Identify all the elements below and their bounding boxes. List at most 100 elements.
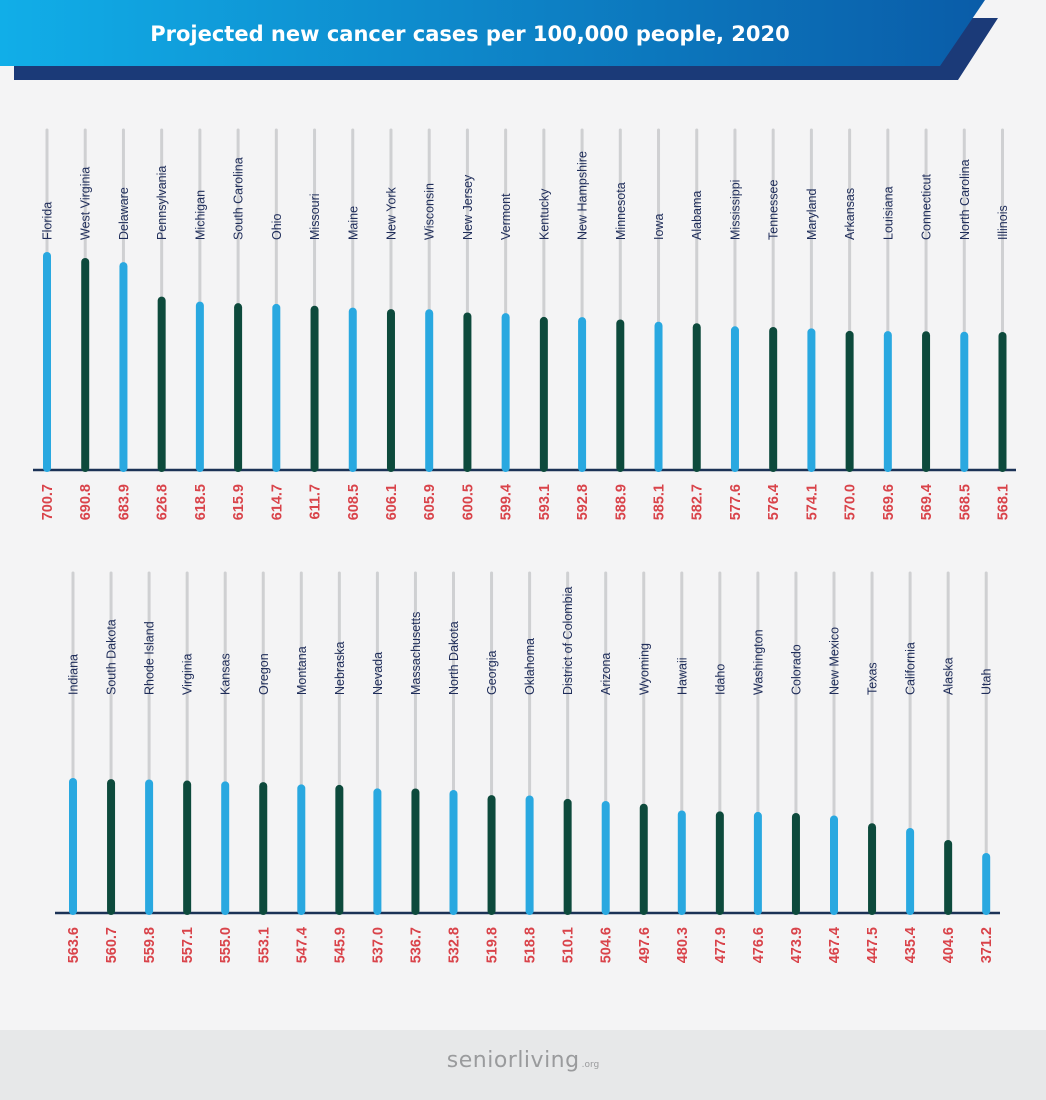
state-label-oregon: Oregon: [257, 653, 271, 695]
value-label-indiana: 563.6: [66, 927, 82, 963]
value-label-south-carolina: 615.9: [231, 484, 247, 520]
state-label-florida: Florida: [41, 202, 55, 240]
value-label-montana: 547.4: [294, 927, 310, 963]
value-label-new-york: 606.1: [384, 484, 400, 520]
value-label-north-carolina: 568.5: [957, 484, 973, 520]
state-label-iowa: Iowa: [652, 214, 666, 240]
value-label-arkansas: 570.0: [843, 484, 859, 520]
state-label-alabama: Alabama: [690, 191, 704, 240]
title-banner: [0, 0, 998, 80]
value-label-florida: 700.7: [40, 484, 56, 520]
state-label-north-carolina: North Carolina: [958, 159, 972, 240]
chart-panel-1: Florida 700.7 West Virginia 690.8 Delaware 68…: [33, 128, 1016, 520]
state-label-missouri: Missouri: [308, 193, 322, 240]
state-label-ohio: Ohio: [270, 214, 284, 240]
value-label-nevada: 537.0: [370, 927, 386, 963]
value-label-west-virginia: 690.8: [78, 484, 94, 520]
state-label-washington: Washington: [751, 629, 765, 695]
state-label-south-dakota: South Dakota: [105, 619, 119, 695]
state-label-hawaii: Hawaii: [675, 657, 689, 695]
state-label-illinois: Illinois: [996, 205, 1010, 240]
value-label-illinois: 568.1: [996, 484, 1012, 520]
value-label-maine: 608.5: [346, 484, 362, 520]
value-label-oklahoma: 518.8: [523, 927, 539, 963]
value-label-north-dakota: 532.8: [447, 927, 463, 963]
brand-name: seniorliving: [446, 1048, 580, 1073]
state-label-arizona: Arizona: [599, 653, 613, 695]
brand-logo: seniorliving .org: [0, 1048, 1046, 1073]
brand-tld: .org: [581, 1060, 600, 1070]
state-label-colorado: Colorado: [789, 644, 803, 695]
value-label-kentucky: 593.1: [537, 484, 553, 520]
value-label-wisconsin: 605.9: [422, 484, 438, 520]
value-label-delaware: 683.9: [116, 484, 132, 520]
state-label-georgia: Georgia: [485, 650, 499, 695]
state-label-arkansas: Arkansas: [843, 188, 857, 240]
state-label-connecticut: Connecticut: [920, 173, 934, 240]
value-label-oregon: 553.1: [256, 927, 272, 963]
state-label-new-york: New York: [384, 186, 398, 240]
state-label-kansas: Kansas: [219, 653, 233, 695]
state-label-north-dakota: North Dakota: [447, 621, 461, 695]
state-label-new-mexico: New Mexico: [828, 627, 842, 695]
value-label-south-dakota: 560.7: [104, 927, 120, 963]
state-label-kentucky: Kentucky: [537, 188, 551, 240]
state-label-delaware: Delaware: [117, 187, 131, 240]
value-label-pennsylvania: 626.8: [155, 484, 171, 520]
value-label-texas: 447.5: [865, 927, 881, 963]
state-label-wisconsin: Wisconsin: [423, 183, 437, 240]
state-label-minnesota: Minnesota: [614, 182, 628, 240]
chart-panel-2: Indiana 563.6 South Dakota 560.7 Rhode Islan…: [55, 571, 1000, 963]
value-label-ohio: 614.7: [269, 484, 285, 520]
value-label-rhode-island: 559.8: [142, 927, 158, 963]
state-label-maine: Maine: [346, 206, 360, 240]
value-label-district-of-colombia: 510.1: [561, 927, 577, 963]
value-label-missouri: 611.7: [308, 484, 324, 520]
value-label-new-jersey: 600.5: [460, 484, 476, 520]
value-label-louisiana: 569.6: [881, 484, 897, 520]
value-label-alabama: 582.7: [690, 484, 706, 520]
value-label-maryland: 574.1: [804, 484, 820, 520]
banner-main: [0, 0, 985, 66]
value-label-colorado: 473.9: [789, 927, 805, 963]
state-label-louisiana: Louisiana: [881, 186, 895, 240]
state-label-idaho: Idaho: [713, 664, 727, 695]
state-label-tennessee: Tennessee: [767, 179, 781, 240]
value-label-utah: 371.2: [979, 927, 995, 963]
state-label-alaska: Alaska: [942, 657, 956, 695]
state-label-wyoming: Wyoming: [637, 643, 651, 695]
value-label-california: 435.4: [903, 927, 919, 963]
footer-band: [0, 1030, 1046, 1100]
value-label-tennessee: 576.4: [766, 484, 782, 520]
value-label-massachusetts: 536.7: [408, 927, 424, 963]
state-label-mississippi: Mississippi: [728, 180, 742, 240]
state-label-nebraska: Nebraska: [333, 641, 347, 695]
value-label-wyoming: 497.6: [637, 927, 653, 963]
value-label-arizona: 504.6: [599, 927, 615, 963]
value-label-georgia: 519.8: [485, 927, 501, 963]
value-label-alaska: 404.6: [941, 927, 957, 963]
state-label-california: California: [904, 642, 918, 695]
value-label-nebraska: 545.9: [332, 927, 348, 963]
state-label-indiana: Indiana: [67, 654, 81, 695]
value-label-new-hampshire: 592.8: [575, 484, 591, 520]
state-label-west-virginia: West Virginia: [79, 167, 93, 240]
chart-title: Projected new cancer cases per 100,000 p…: [150, 22, 790, 46]
state-label-new-hampshire: New Hampshire: [576, 151, 590, 240]
value-label-kansas: 555.0: [218, 927, 234, 963]
state-label-utah: Utah: [980, 669, 994, 695]
value-label-new-mexico: 467.4: [827, 927, 843, 963]
state-label-district-of-colombia: District of Colombia: [561, 587, 575, 695]
value-label-vermont: 599.4: [499, 484, 515, 520]
value-label-michigan: 618.5: [193, 484, 209, 520]
state-label-texas: Texas: [866, 662, 880, 695]
value-label-iowa: 585.1: [652, 484, 668, 520]
state-label-virginia: Virginia: [181, 653, 195, 695]
state-label-rhode-island: Rhode Island: [143, 621, 157, 695]
state-label-oklahoma: Oklahoma: [523, 638, 537, 695]
value-label-hawaii: 480.3: [675, 927, 691, 963]
state-label-vermont: Vermont: [499, 193, 513, 240]
state-label-pennsylvania: Pennsylvania: [155, 166, 169, 240]
value-label-idaho: 477.9: [713, 927, 729, 963]
state-label-new-jersey: New Jersey: [461, 174, 475, 240]
